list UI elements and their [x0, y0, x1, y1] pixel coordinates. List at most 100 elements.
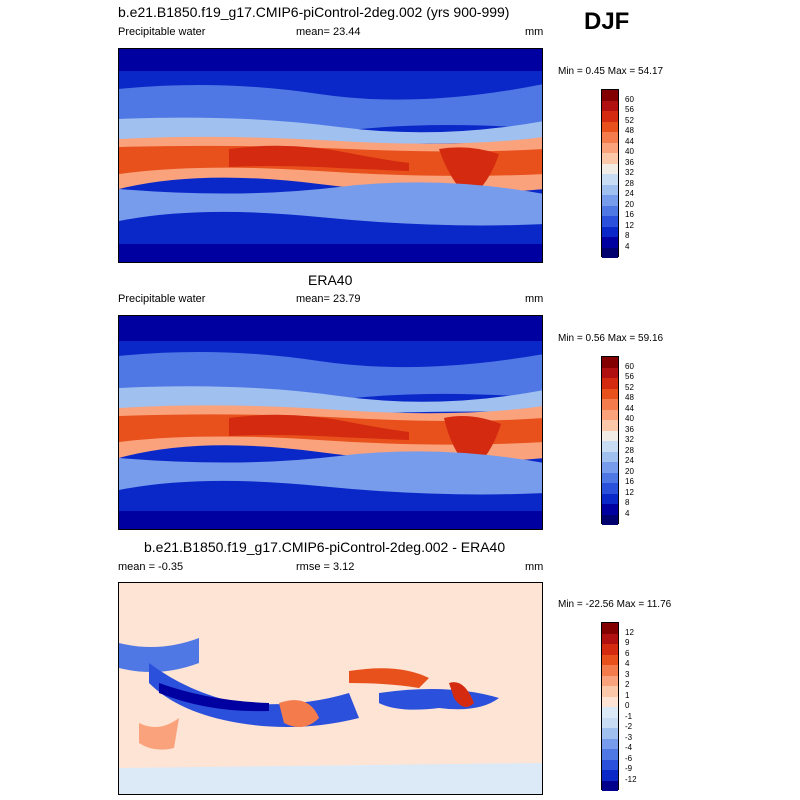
colorbar-segment: [602, 388, 618, 399]
colorbar-segment: [602, 195, 618, 206]
colorbar-tick-label: 20: [625, 199, 634, 209]
colorbar-segment: [602, 749, 618, 760]
colorbar-tick-label: -2: [625, 722, 633, 731]
colorbar-tick-label: 52: [625, 382, 634, 392]
panel-1-minmax: Min = 0.45 Max = 54.17: [558, 66, 664, 77]
panel-1-map: [118, 48, 543, 263]
colorbar-tick-label: 8: [625, 498, 630, 507]
panel-2-colorbar: [601, 356, 619, 525]
colorbar-segment: [602, 770, 618, 781]
panel-3-contour-field: [119, 583, 542, 794]
colorbar-segment: [602, 237, 618, 248]
colorbar-tick-label: 24: [625, 189, 634, 198]
colorbar-tick-label: 40: [625, 414, 634, 423]
colorbar-tick-label: 20: [625, 466, 634, 476]
colorbar-segment: [602, 696, 618, 707]
colorbar-tick-label: 36: [625, 424, 634, 434]
colorbar-segment: [602, 493, 618, 504]
colorbar-tick-label: 40: [625, 147, 634, 156]
colorbar-segment: [602, 514, 618, 525]
panel-1-variable-label: Precipitable water: [118, 26, 206, 38]
colorbar-segment: [602, 367, 618, 378]
colorbar-tick-label: 9: [625, 638, 630, 647]
colorbar-tick-label: 32: [625, 435, 634, 444]
colorbar-tick-label: 32: [625, 168, 634, 177]
panel-1-units-label: mm: [525, 26, 544, 38]
colorbar-segment: [602, 132, 618, 143]
colorbar-tick-label: 16: [625, 477, 634, 486]
panel-3-title: b.e21.B1850.f19_g17.CMIP6-piControl-2deg…: [144, 539, 506, 555]
colorbar-segment: [602, 430, 618, 441]
colorbar-tick-label: 4: [625, 508, 630, 518]
colorbar-segment: [602, 100, 618, 111]
colorbar-tick-label: 4: [625, 241, 630, 251]
colorbar-tick-label: -6: [625, 753, 633, 763]
colorbar-tick-label: 6: [625, 648, 630, 658]
colorbar-tick-label: -3: [625, 732, 633, 742]
colorbar-tick-label: 12: [625, 220, 634, 230]
panel-3-mean-label: mean = -0.35: [118, 561, 184, 573]
colorbar-segment: [602, 472, 618, 483]
colorbar-tick-label: 60: [625, 94, 634, 104]
colorbar-tick-label: 56: [625, 105, 634, 114]
colorbar-segment: [602, 686, 618, 697]
colorbar-tick-label: 56: [625, 372, 634, 381]
panel-1-contour-field: [119, 49, 542, 262]
colorbar-segment: [602, 357, 618, 368]
colorbar-tick-label: 48: [625, 126, 634, 135]
colorbar-tick-label: 28: [625, 445, 634, 455]
colorbar-tick-label: 44: [625, 403, 634, 413]
colorbar-segment: [602, 675, 618, 686]
panel-2-units-label: mm: [525, 293, 544, 305]
colorbar-tick-label: 16: [625, 210, 634, 219]
colorbar-segment: [602, 90, 618, 101]
colorbar-tick-label: 36: [625, 157, 634, 167]
colorbar-segment: [602, 420, 618, 431]
panel-2-contour-field: [119, 316, 542, 529]
colorbar-segment: [602, 738, 618, 749]
colorbar-segment: [602, 780, 618, 791]
colorbar-segment: [602, 717, 618, 728]
colorbar-tick-label: -12: [625, 774, 637, 784]
colorbar-segment: [602, 378, 618, 389]
colorbar-segment: [602, 462, 618, 473]
colorbar-tick-label: -4: [625, 743, 633, 752]
colorbar-tick-label: 12: [625, 487, 634, 497]
colorbar-segment: [602, 111, 618, 122]
colorbar-tick-label: 0: [625, 701, 630, 710]
colorbar-segment: [602, 633, 618, 644]
panel-2-map: [118, 315, 543, 530]
panel-3-minmax: Min = -22.56 Max = 11.76: [558, 599, 672, 610]
colorbar-segment: [602, 142, 618, 153]
colorbar-segment: [602, 623, 618, 634]
colorbar-segment: [602, 665, 618, 676]
colorbar-segment: [602, 644, 618, 655]
colorbar-tick-label: 12: [625, 627, 634, 637]
colorbar-segment: [602, 163, 618, 174]
colorbar-tick-label: 52: [625, 115, 634, 125]
panel-2-mean-label: mean= 23.79: [296, 293, 361, 305]
colorbar-segment: [602, 216, 618, 227]
panel-3-units-label: mm: [525, 561, 544, 573]
colorbar-segment: [602, 451, 618, 462]
colorbar-segment: [602, 654, 618, 665]
colorbar-tick-label: 4: [625, 659, 630, 668]
colorbar-segment: [602, 121, 618, 132]
panel-2-minmax: Min = 0.56 Max = 59.16: [558, 333, 664, 344]
colorbar-tick-label: 1: [625, 690, 630, 700]
colorbar-segment: [602, 759, 618, 770]
colorbar-segment: [602, 205, 618, 216]
colorbar-tick-label: 44: [625, 136, 634, 146]
colorbar-tick-label: 48: [625, 393, 634, 402]
panel-1-colorbar: [601, 89, 619, 258]
panel-2-title: ERA40: [308, 272, 353, 288]
colorbar-segment: [602, 174, 618, 185]
panel-3-map: [118, 582, 543, 795]
panel-3-colorbar: [601, 622, 619, 791]
colorbar-segment: [602, 153, 618, 164]
colorbar-tick-label: 8: [625, 231, 630, 240]
colorbar-tick-label: -1: [625, 711, 633, 721]
colorbar-tick-label: 24: [625, 456, 634, 465]
colorbar-segment: [602, 728, 618, 739]
panel-1-mean-label: mean= 23.44: [296, 26, 361, 38]
